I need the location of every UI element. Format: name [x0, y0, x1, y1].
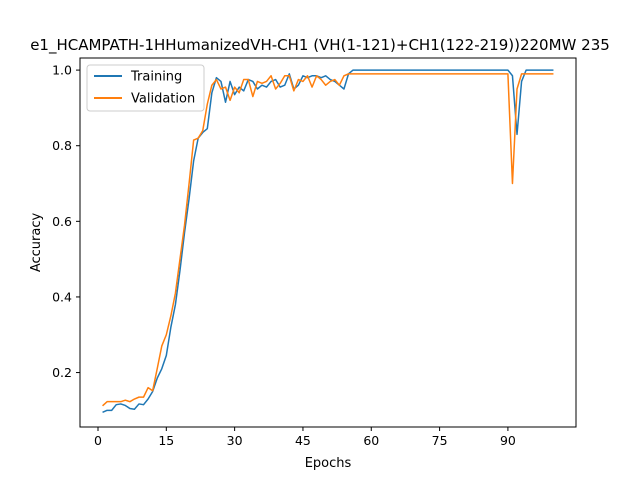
legend: Training Validation [86, 64, 205, 112]
x-tick-label: 30 [227, 433, 243, 448]
x-tick-label: 0 [94, 433, 102, 448]
x-tick-label: 45 [295, 433, 311, 448]
x-axis: 0 15 30 45 60 75 90 [94, 427, 516, 448]
y-tick-label: 0.2 [52, 365, 72, 380]
y-tick-label: 0.6 [52, 214, 72, 229]
chart-title: e1_HCAMPATH-1HHumanizedVH-CH1 (VH(1-121)… [30, 36, 610, 55]
y-axis-label: Accuracy [29, 213, 44, 273]
x-tick-label: 15 [158, 433, 174, 448]
axes-frame [79, 57, 577, 428]
y-tick-label: 1.0 [52, 63, 72, 78]
legend-label-validation: Validation [131, 92, 195, 107]
y-tick-label: 0.4 [52, 289, 72, 304]
x-tick-label: 90 [500, 433, 516, 448]
x-axis-label: Epochs [305, 456, 352, 471]
y-axis: 0.2 0.4 0.6 0.8 1.0 [52, 63, 80, 380]
series-line-validation [102, 73, 554, 407]
legend-label-training: Training [130, 70, 182, 85]
plot-area [102, 69, 554, 413]
x-tick-label: 75 [432, 433, 448, 448]
series-line-training [102, 69, 554, 413]
x-tick-label: 60 [363, 433, 379, 448]
y-tick-label: 0.8 [52, 138, 72, 153]
